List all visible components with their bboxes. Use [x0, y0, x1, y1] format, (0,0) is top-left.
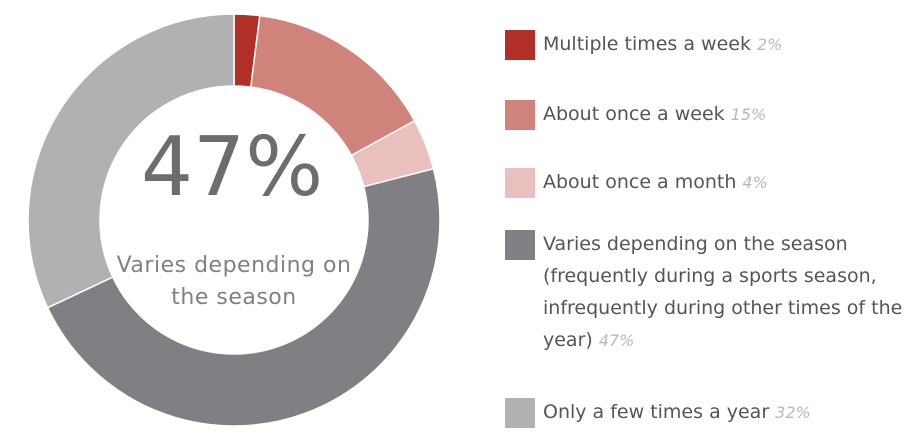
legend-value: 32% — [775, 403, 811, 422]
legend-swatch — [505, 30, 535, 60]
donut-slice — [46, 167, 441, 427]
legend-text: Only a few times a year 32% — [543, 396, 911, 429]
center-value: 47% — [141, 120, 323, 215]
legend-swatch — [505, 398, 535, 428]
legend-value: 2% — [756, 35, 783, 54]
legend-swatch — [505, 168, 535, 198]
legend-value: 47% — [598, 331, 635, 350]
legend-swatch — [505, 230, 535, 260]
legend-label: Multiple times a week — [543, 33, 751, 55]
legend-text: About once a week 15% — [543, 98, 911, 131]
donut-slice — [27, 13, 235, 309]
center-caption: Varies depending on the season — [117, 253, 352, 310]
legend-value: 15% — [730, 105, 767, 124]
legend-label: About once a week — [543, 103, 725, 125]
legend-label: Only a few times a year — [543, 401, 770, 423]
legend-label: Varies depending on the season (frequent… — [543, 233, 903, 351]
donut-chart: 47% Varies depending on the season — [27, 13, 441, 427]
legend-label: About once a month — [543, 171, 737, 193]
legend-value: 4% — [742, 173, 768, 192]
legend-text: Varies depending on the season (frequent… — [543, 228, 911, 357]
legend-text: Multiple times a week 2% — [543, 28, 911, 61]
legend-swatch — [505, 100, 535, 130]
legend-text: About once a month 4% — [543, 166, 911, 199]
